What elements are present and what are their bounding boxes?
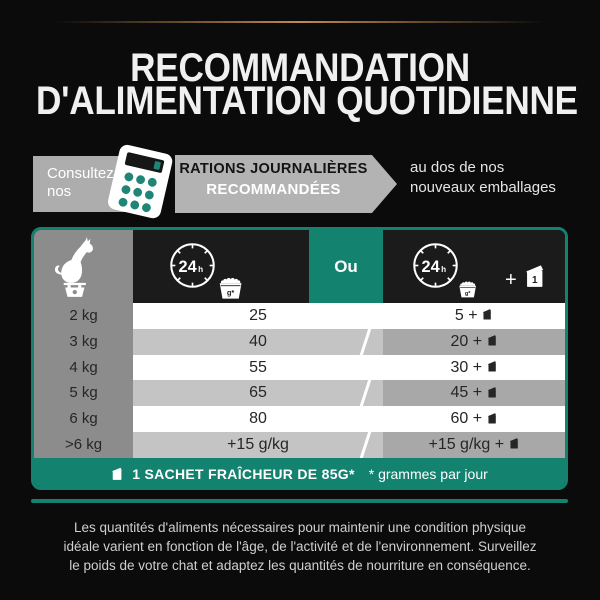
svg-text:24: 24	[179, 258, 197, 276]
svg-text:g*: g*	[465, 291, 471, 297]
svg-text:1: 1	[532, 275, 538, 286]
svg-text:h: h	[441, 265, 446, 274]
svg-text:h: h	[198, 265, 203, 274]
svg-text:g*: g*	[227, 288, 235, 297]
svg-text:24: 24	[422, 258, 440, 276]
